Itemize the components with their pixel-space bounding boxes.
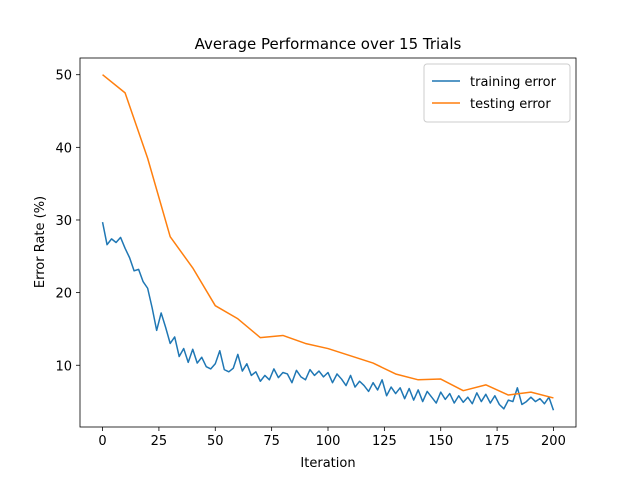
x-tick-label: 0 [98, 434, 106, 449]
x-tick-label: 25 [151, 434, 168, 449]
series-line [101, 222, 555, 411]
x-tick-label: 75 [263, 434, 280, 449]
x-tick-label: 100 [316, 434, 341, 449]
x-tick-label: 50 [207, 434, 224, 449]
plot-area [101, 74, 555, 411]
legend-label: testing error [470, 97, 551, 112]
y-axis-label: Error Rate (%) [33, 196, 48, 288]
x-tick-label: 175 [485, 434, 510, 449]
series-line [102, 74, 554, 399]
x-tick-label: 150 [428, 434, 453, 449]
x-axis-label: Iteration [300, 456, 355, 471]
y-tick-label: 40 [55, 141, 72, 156]
x-tick-label: 125 [372, 434, 397, 449]
chart-title: Average Performance over 15 Trials [195, 35, 462, 53]
y-tick-label: 20 [55, 287, 72, 302]
x-tick-label: 200 [541, 434, 566, 449]
legend-label: training error [470, 75, 557, 90]
y-tick-label: 10 [55, 359, 72, 374]
y-tick-label: 30 [55, 214, 72, 229]
y-tick-label: 50 [55, 69, 72, 84]
legend-box [423, 63, 571, 123]
